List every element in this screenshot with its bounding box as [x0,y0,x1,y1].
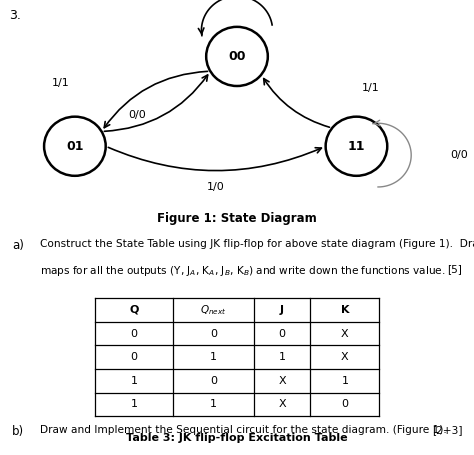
Text: X: X [278,376,286,386]
Text: [5]: [5] [447,264,462,274]
Text: 1: 1 [210,352,217,362]
Text: 00: 00 [228,50,246,63]
Text: 0: 0 [130,329,137,339]
Text: b): b) [12,425,24,439]
Text: 0: 0 [341,399,348,410]
Text: J: J [280,305,284,315]
Text: X: X [341,352,349,362]
Text: 0: 0 [210,376,217,386]
Text: 3.: 3. [9,9,21,22]
Text: K: K [341,305,349,315]
FancyArrowPatch shape [104,75,208,131]
FancyArrowPatch shape [104,71,208,128]
Text: Q: Q [129,305,138,315]
Text: 1/1: 1/1 [362,83,380,93]
Text: Table 3: JK flip-flop Excitation Table: Table 3: JK flip-flop Excitation Table [126,433,348,443]
Text: [2+3]: [2+3] [432,425,462,435]
Text: 1/0: 1/0 [207,182,225,192]
Text: 01: 01 [66,140,83,153]
FancyArrowPatch shape [108,147,321,171]
Text: 0/0: 0/0 [128,110,146,120]
Text: 1: 1 [130,376,137,386]
Text: 1: 1 [130,399,137,410]
Text: $Q_{next}$: $Q_{next}$ [200,303,227,317]
Text: 1: 1 [210,399,217,410]
Text: Construct the State Table using JK flip-flop for above state diagram (Figure 1).: Construct the State Table using JK flip-… [40,239,474,249]
Text: Draw and Implement the Sequential circuit for the state diagram. (Figure 1).: Draw and Implement the Sequential circui… [40,425,447,435]
Text: X: X [278,399,286,410]
Text: a): a) [12,239,24,252]
Text: Figure 1: State Diagram: Figure 1: State Diagram [157,212,317,225]
Text: 1: 1 [279,352,285,362]
Text: 11: 11 [348,140,365,153]
Text: maps for all the outputs (Y, J$_A$, K$_A$, J$_B$, K$_B$) and write down the func: maps for all the outputs (Y, J$_A$, K$_A… [40,264,446,278]
Text: X: X [341,329,349,339]
Text: 0/0: 0/0 [450,150,468,160]
Text: 0: 0 [279,329,285,339]
Text: 0: 0 [210,329,217,339]
Text: 0: 0 [130,352,137,362]
Text: 1/1: 1/1 [52,78,70,88]
Text: 1: 1 [341,376,348,386]
FancyArrowPatch shape [264,79,329,127]
